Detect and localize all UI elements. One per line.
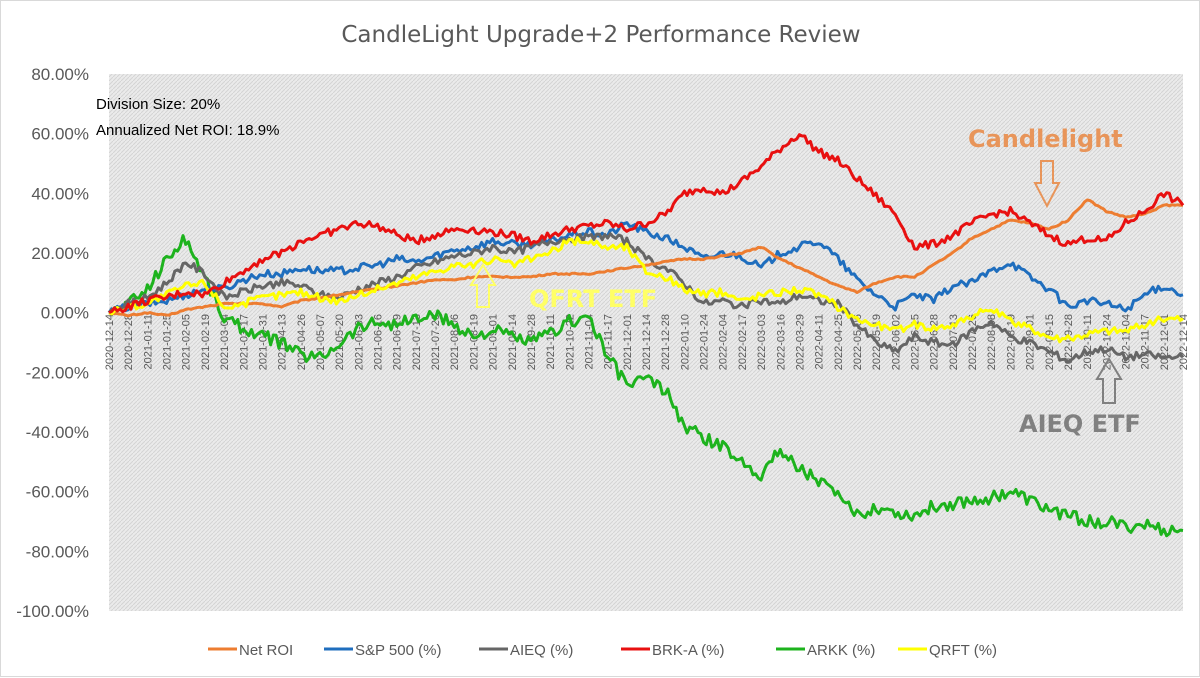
x-tick-label: 2022-09-15: [1044, 314, 1056, 370]
x-tick-label: 2021-07-26: [430, 314, 442, 370]
x-tick-label: 2020-12-14: [104, 314, 116, 370]
x-tick-label: 2021-05-20: [334, 314, 346, 370]
x-tick-label: 2020-12-28: [123, 314, 135, 370]
x-tick-label: 2021-05-07: [315, 314, 327, 370]
x-tick-label: 2021-04-13: [277, 314, 289, 370]
x-tick-label: 2022-12-14: [1178, 314, 1190, 370]
series-line: [107, 221, 1184, 314]
x-tick-label: 2021-01-11: [142, 314, 154, 369]
x-tick-label: 2021-12-28: [660, 314, 672, 370]
x-tick-label: 2022-03-03: [756, 314, 768, 370]
annualized-roi-note: Annualized Net ROI: 18.9%: [96, 122, 279, 139]
x-tick-label: 2021-10-22: [564, 314, 576, 370]
plot-area: [109, 74, 1183, 611]
x-tick-label: 2021-02-19: [200, 314, 212, 370]
x-tick-label: 2022-10-11: [1082, 314, 1094, 369]
x-tick-label: 2022-03-16: [775, 314, 787, 370]
x-tick-label: 2021-07-13: [411, 314, 423, 370]
y-tick-label: 40.00%: [31, 184, 89, 203]
legend-label: Net ROI: [239, 642, 293, 659]
x-tick-label: 2021-10-11: [545, 314, 557, 369]
x-tick-label: 2021-09-01: [488, 314, 500, 370]
x-tick-label: 2021-03-31: [257, 314, 269, 370]
x-tick-label: 2021-03-04: [219, 314, 231, 370]
y-tick-label: 60.00%: [31, 125, 89, 144]
y-tick-label: -40.00%: [26, 423, 89, 442]
y-tick-label: -100.00%: [16, 602, 89, 621]
x-tick-label: 2022-01-10: [679, 314, 691, 370]
x-tick-label: 2022-09-01: [1025, 314, 1037, 370]
chart-title: CandleLight Upgrade+2 Performance Review: [341, 22, 860, 48]
x-tick-label: 2022-04-25: [833, 314, 845, 370]
y-tick-label: -20.00%: [26, 363, 89, 382]
x-tick-label: 2022-02-04: [718, 314, 730, 370]
x-tick-label: 2022-04-11: [814, 314, 826, 369]
qfrt-up-arrow-icon: [469, 263, 497, 308]
x-tick-label: 2021-12-14: [641, 314, 653, 370]
legend-label: S&P 500 (%): [355, 642, 441, 659]
y-tick-label: 0.00%: [41, 304, 89, 323]
x-tick-label: 2021-12-01: [622, 314, 634, 370]
x-tick-label: 2021-01-25: [162, 314, 174, 370]
x-tick-label: 2022-07-26: [967, 314, 979, 370]
x-tick-label: 2021-09-14: [507, 314, 519, 370]
y-tick-label: 20.00%: [31, 244, 89, 263]
x-tick-label: 2022-01-24: [699, 314, 711, 370]
qfrt-etf-annotation: QFRT ETF: [529, 285, 657, 313]
y-tick-label: 80.00%: [31, 65, 89, 84]
x-tick-label: 2022-08-08: [986, 314, 998, 370]
legend: Net ROI S&P 500 (%) AIEQ (%) BRK-A (%) ARKK …: [208, 642, 997, 659]
division-size-note: Division Size: 20%: [96, 96, 220, 113]
x-tick-label: 2022-03-29: [794, 314, 806, 370]
series-line: [108, 236, 1184, 344]
x-tick-label: 2021-06-16: [373, 314, 385, 370]
x-tick-label: 2022-08-19: [1005, 314, 1017, 370]
x-tick-label: 2021-08-19: [468, 314, 480, 370]
candlelight-down-arrow-icon: [1033, 160, 1061, 209]
x-tick-label: 2021-09-28: [526, 314, 538, 370]
x-tick-label: 2021-11-17: [603, 314, 615, 369]
aieq-up-arrow-icon: [1095, 357, 1123, 404]
y-tick-label: -60.00%: [26, 483, 89, 502]
candlelight-annotation: Candlelight: [968, 125, 1123, 153]
y-axis: 80.00% 60.00% 40.00% 20.00% 0.00% -20.00% -40.…: [16, 65, 89, 621]
legend-label: QRFT (%): [929, 642, 997, 659]
aieq-etf-annotation: AIEQ ETF: [1019, 410, 1141, 438]
x-tick-label: 2021-11-04: [583, 314, 595, 369]
series-line: [107, 232, 1185, 364]
x-tick-label: 2021-03-17: [238, 314, 250, 370]
x-tick-label: 2021-02-05: [181, 314, 193, 370]
series-lines: [107, 133, 1185, 538]
legend-label: AIEQ (%): [510, 642, 573, 659]
x-tick-label: 2022-06-02: [890, 314, 902, 370]
series-line: [108, 198, 1183, 318]
series-line: [108, 133, 1185, 315]
x-tick-label: 2022-02-17: [737, 314, 749, 370]
x-tick-label: 2021-06-29: [392, 314, 404, 370]
legend-label: ARKK (%): [807, 642, 875, 659]
legend-label: BRK-A (%): [652, 642, 725, 659]
x-tick-label: 2022-09-28: [1063, 314, 1075, 370]
series-line: [108, 234, 1184, 538]
y-tick-label: -80.00%: [26, 542, 89, 561]
